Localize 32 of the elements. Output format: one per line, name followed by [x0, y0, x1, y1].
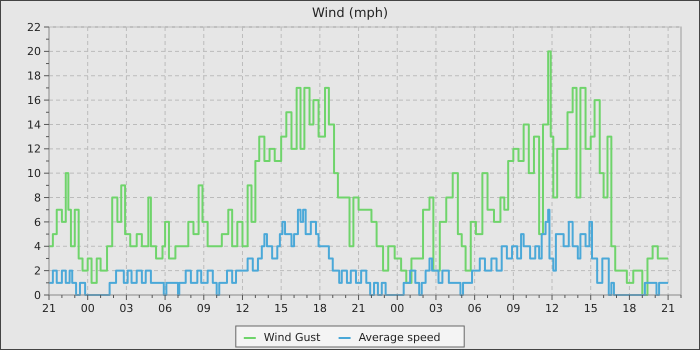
x-tick-label: 12 [235, 302, 250, 315]
y-tick-label: 16 [27, 94, 41, 107]
x-tick-label: 18 [622, 302, 636, 315]
y-tick-label: 12 [27, 142, 41, 156]
y-tick-label: 6 [34, 216, 41, 229]
y-tick-label: 8 [34, 191, 41, 204]
legend-label: Average speed [358, 331, 441, 344]
y-tick-label: 10 [27, 167, 41, 180]
x-tick-label: 06 [468, 302, 482, 315]
x-tick-label: 09 [196, 302, 211, 315]
legend-label: Wind Gust [264, 331, 322, 344]
chart-title: Wind (mph) [312, 6, 388, 21]
x-tick-label: 03 [428, 302, 443, 315]
x-tick-label: 18 [312, 302, 327, 315]
x-tick-label: 06 [158, 302, 172, 315]
x-tick-label: 00 [80, 302, 95, 315]
x-tick-label: 21 [352, 302, 366, 315]
x-tick-label: 15 [274, 302, 288, 315]
y-tick-label: 14 [27, 118, 41, 132]
y-tick-label: 18 [27, 70, 41, 83]
x-tick-label: 03 [119, 302, 134, 315]
x-tick-label: 00 [390, 302, 404, 315]
x-tick-label: 09 [506, 302, 520, 315]
x-tick-label: 21 [661, 302, 676, 315]
y-tick-label: 4 [34, 240, 41, 254]
y-tick-label: 20 [27, 45, 41, 58]
x-tick-label: 21 [42, 302, 56, 315]
y-tick-label: 22 [27, 20, 41, 34]
x-tick-label: 12 [545, 302, 560, 315]
y-tick-label: 0 [34, 288, 41, 302]
x-tick-label: 15 [584, 302, 598, 315]
y-tick-label: 2 [34, 264, 41, 278]
